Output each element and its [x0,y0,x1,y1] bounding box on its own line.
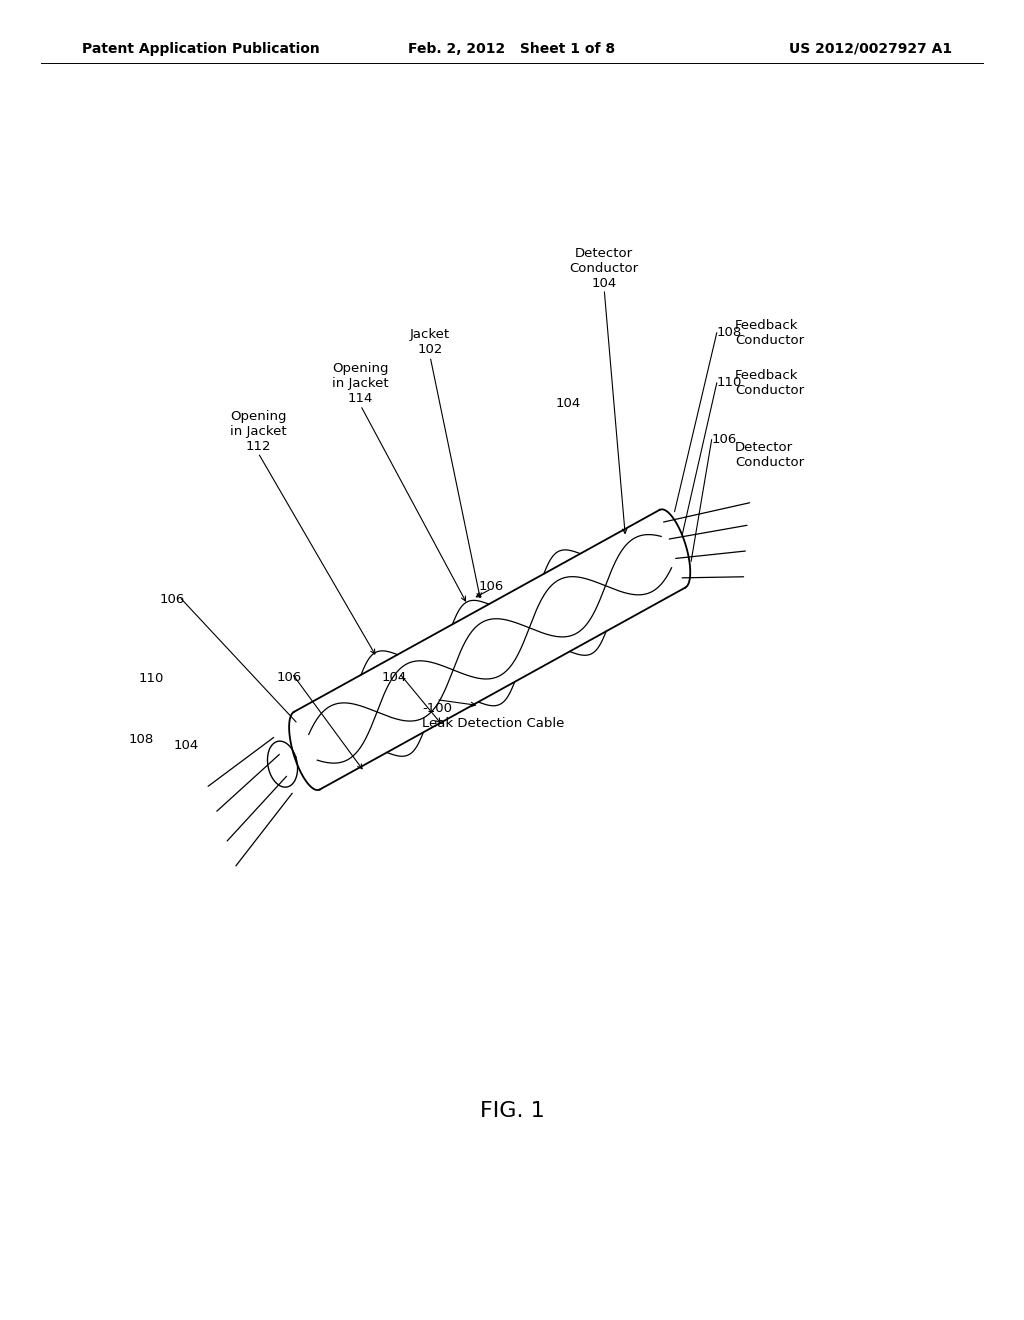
Text: 106: 106 [479,579,504,593]
Text: 104: 104 [382,671,407,684]
Text: Patent Application Publication: Patent Application Publication [82,42,319,55]
Text: 104: 104 [556,397,581,411]
Text: 110: 110 [139,672,164,685]
Text: Jacket
102: Jacket 102 [410,329,451,356]
Text: FIG. 1: FIG. 1 [479,1101,545,1122]
Text: 108: 108 [129,733,154,746]
Text: Detector
Conductor
104: Detector Conductor 104 [569,247,639,290]
Text: Opening
in Jacket
112: Opening in Jacket 112 [229,409,287,453]
Text: 104: 104 [174,739,199,752]
Text: 106: 106 [276,671,301,684]
Text: US 2012/0027927 A1: US 2012/0027927 A1 [790,42,952,55]
Text: Opening
in Jacket
114: Opening in Jacket 114 [332,362,389,405]
Text: Detector
Conductor: Detector Conductor [735,441,805,470]
Text: 106: 106 [160,593,184,606]
Text: 110: 110 [717,376,742,389]
Text: Feedback
Conductor: Feedback Conductor [735,368,805,397]
Text: Feb. 2, 2012   Sheet 1 of 8: Feb. 2, 2012 Sheet 1 of 8 [409,42,615,55]
Text: 106: 106 [712,433,737,446]
Text: Feedback
Conductor: Feedback Conductor [735,318,805,347]
Text: 108: 108 [717,326,742,339]
Text: -100
Leak Detection Cable: -100 Leak Detection Cable [422,702,564,730]
